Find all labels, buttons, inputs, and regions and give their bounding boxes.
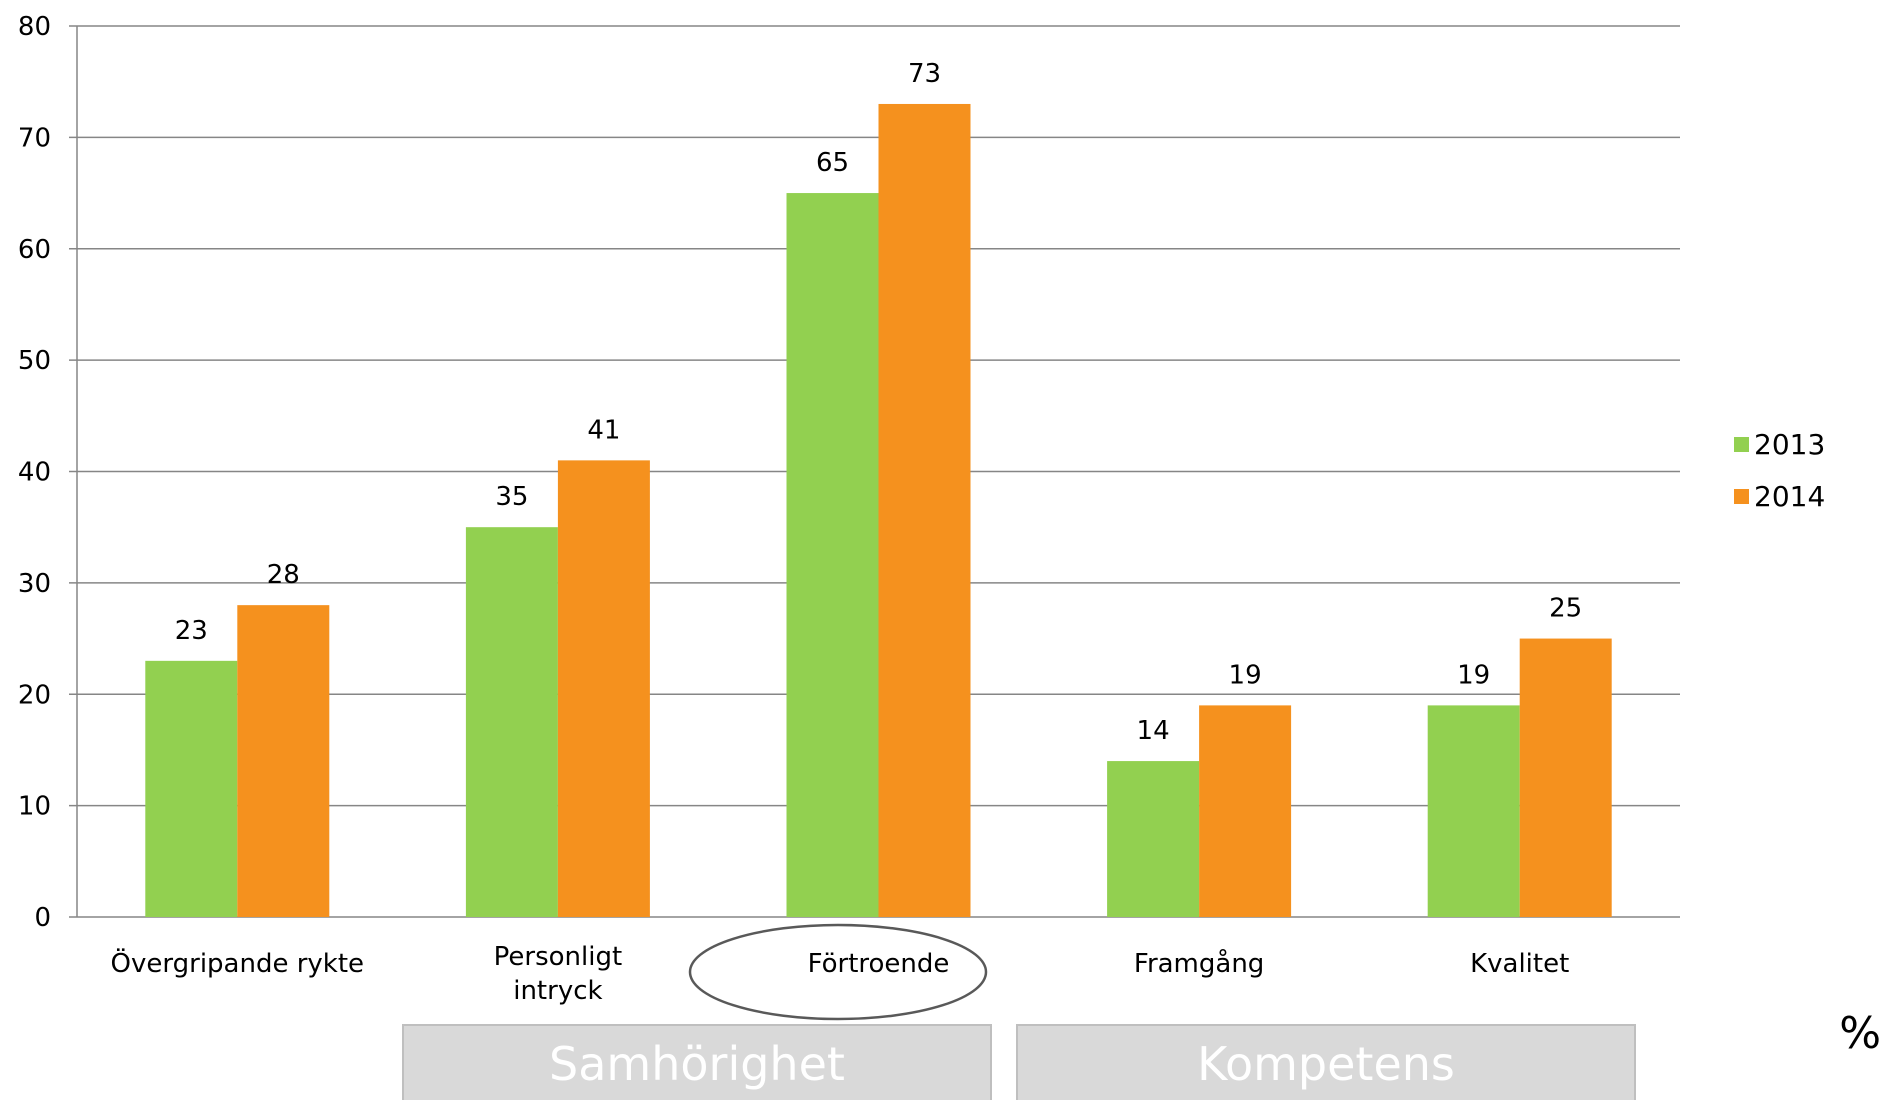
y-tick-label: 80 — [18, 12, 51, 42]
y-tick-label: 0 — [34, 903, 51, 933]
bar-2014 — [237, 605, 330, 917]
bar-2014 — [557, 460, 650, 917]
legend-label-2013: 2013 — [1754, 428, 1825, 461]
bar-2014 — [878, 103, 971, 917]
data-label: 28 — [267, 560, 300, 590]
x-axis-labels: Övergripande rykte Personligt intryck Förtr… — [111, 942, 1570, 1006]
data-label: 23 — [175, 616, 208, 646]
bar-2014 — [1199, 705, 1292, 917]
y-tick-label: 40 — [18, 458, 51, 488]
x-tick-label: Kvalitet — [1470, 949, 1569, 979]
data-label: 73 — [908, 59, 941, 89]
x-tick-label: intryck — [513, 976, 602, 1006]
legend-swatch-2013 — [1734, 437, 1749, 452]
y-tick-label: 60 — [18, 235, 51, 265]
y-tick-label: 10 — [18, 792, 51, 822]
y-tick-label: 30 — [18, 569, 51, 599]
legend-label-2014: 2014 — [1754, 480, 1825, 513]
data-labels: 23 28 35 41 65 73 14 19 19 25 — [175, 59, 1582, 746]
group-box-kompetens: Kompetens — [1016, 1024, 1636, 1100]
legend: 2013 2014 — [1734, 428, 1825, 513]
x-tick-label: Framgång — [1134, 948, 1264, 979]
data-label: 35 — [495, 482, 528, 512]
group-box-samhorighet: Samhörighet — [402, 1024, 992, 1100]
bar-2013 — [145, 660, 238, 917]
bar-2013 — [786, 193, 879, 917]
bar-2013 — [1107, 761, 1200, 917]
data-label: 14 — [1137, 716, 1170, 746]
data-label: 19 — [1229, 660, 1262, 690]
y-tick-label: 70 — [18, 123, 51, 153]
x-tick-label: Övergripande rykte — [111, 947, 365, 979]
bar-2014 — [1519, 638, 1612, 917]
legend-swatch-2014 — [1734, 489, 1749, 504]
y-axis-ticks: 0 10 20 30 40 50 60 70 80 — [18, 12, 51, 933]
bar-2013 — [1427, 705, 1520, 917]
data-label: 41 — [587, 415, 620, 445]
data-label: 65 — [816, 148, 849, 178]
unit-label: % — [1839, 1008, 1881, 1059]
data-label: 19 — [1457, 660, 1490, 690]
x-tick-label: Personligt — [494, 942, 623, 972]
data-label: 25 — [1549, 594, 1582, 624]
bar-2013 — [465, 527, 558, 917]
bars — [145, 103, 1612, 917]
y-tick-label: 20 — [18, 680, 51, 710]
y-tick-label: 50 — [18, 346, 51, 376]
x-tick-label: Förtroende — [808, 949, 950, 979]
highlight-ellipse — [688, 923, 988, 1021]
